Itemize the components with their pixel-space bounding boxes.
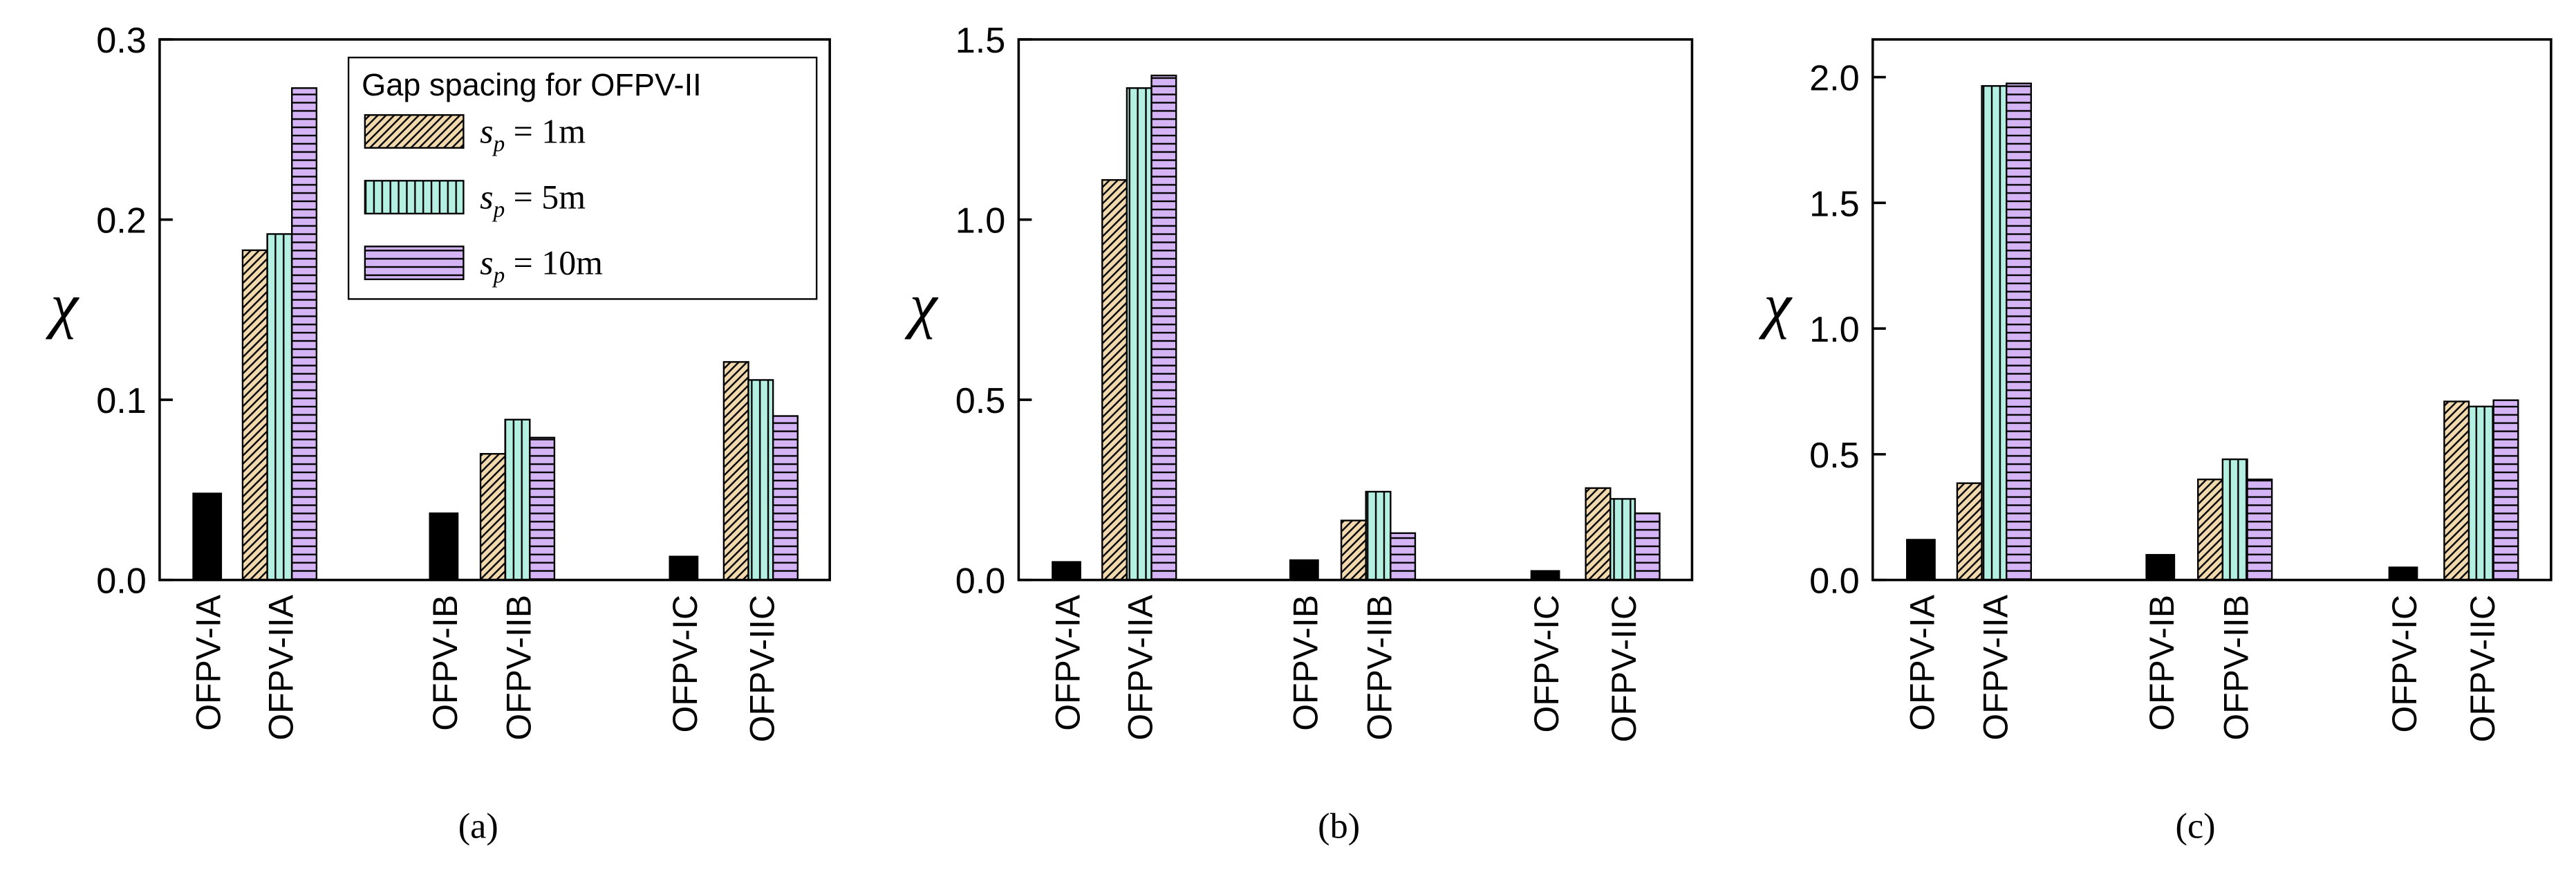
y-tick-label: 0.5 <box>1809 436 1860 476</box>
y-tick-label: 0.5 <box>955 381 1006 421</box>
x-tick-label: OFPV-IB <box>426 595 465 731</box>
legend-label: sp = 5m <box>480 178 586 223</box>
x-tick-label: OFPV-IIC <box>743 595 781 742</box>
bar <box>2006 82 2033 581</box>
bar <box>2467 405 2494 581</box>
x-tick-label: OFPV-IC <box>2385 595 2424 733</box>
bar <box>1609 498 1636 581</box>
bar <box>772 415 799 581</box>
bar <box>291 87 318 581</box>
bar <box>504 418 531 581</box>
bar <box>1956 482 1983 581</box>
caption: (c) <box>2176 806 2216 846</box>
x-tick-label: OFPV-IA <box>1903 594 1941 731</box>
legend-label: sp = 10m <box>480 244 603 288</box>
legend-title: Gap spacing for OFPV-II <box>362 67 702 102</box>
x-tick-label: OFPV-IIA <box>261 594 300 740</box>
caption: (b) <box>1318 806 1360 846</box>
x-tick-label: OFPV-IIB <box>499 595 538 741</box>
y-tick-label: 0.2 <box>96 201 147 241</box>
y-tick-label: 0.0 <box>955 562 1006 602</box>
bar <box>1585 487 1612 581</box>
bar <box>747 379 774 581</box>
bar <box>241 249 268 581</box>
y-axis-label: χ <box>1758 271 1793 340</box>
bar <box>192 492 223 581</box>
y-tick-label: 1.5 <box>1809 184 1860 224</box>
bar <box>1981 85 2008 581</box>
x-tick-label: OFPV-IA <box>189 594 228 731</box>
x-tick-label: OFPV-IIB <box>1361 595 1399 741</box>
legend-swatch <box>364 180 465 215</box>
bar <box>2246 479 2273 581</box>
bar <box>1101 179 1128 581</box>
bar <box>1126 87 1152 581</box>
bar <box>1289 559 1319 581</box>
y-tick-label: 0.1 <box>96 381 147 421</box>
x-tick-label: OFPV-IB <box>2143 595 2181 731</box>
plot-frame <box>1017 38 1694 582</box>
bar <box>1530 570 1560 581</box>
caption: (a) <box>458 806 498 846</box>
x-tick-label: OFPV-IIC <box>2463 595 2502 742</box>
x-tick-label: OFPV-IB <box>1286 595 1325 731</box>
x-tick-label: OFPV-IIB <box>2217 595 2256 741</box>
y-tick-label: 1.5 <box>955 21 1006 61</box>
bar <box>1052 561 1081 581</box>
bar <box>1340 519 1367 581</box>
bar <box>1390 532 1417 581</box>
bar <box>266 233 293 581</box>
plot-frame <box>1871 38 2552 582</box>
x-tick-label: OFPV-IIA <box>1976 594 2015 740</box>
x-tick-label: OFPV-IA <box>1049 594 1088 731</box>
x-tick-label: OFPV-IC <box>666 595 704 733</box>
bar <box>2492 399 2519 581</box>
bar <box>1906 539 1936 581</box>
plot-frame <box>158 38 831 582</box>
bar <box>669 555 699 581</box>
bar <box>1365 490 1392 581</box>
bar <box>529 436 556 581</box>
y-tick-label: 0.3 <box>96 21 147 61</box>
legend-swatch <box>364 246 465 281</box>
bar <box>2221 458 2248 581</box>
y-tick-label: 0.0 <box>96 562 147 602</box>
bar <box>2145 554 2176 581</box>
bar <box>2443 400 2470 581</box>
bar <box>2197 479 2224 581</box>
x-tick-label: OFPV-IIC <box>1605 595 1643 742</box>
legend-label: sp = 1m <box>480 113 586 157</box>
y-axis-label: χ <box>45 271 80 340</box>
bar <box>2388 566 2418 581</box>
x-tick-label: OFPV-IIA <box>1121 594 1160 740</box>
bar <box>1150 74 1177 581</box>
x-tick-label: OFPV-IC <box>1527 595 1566 733</box>
y-tick-label: 1.0 <box>955 201 1006 241</box>
bar <box>1634 512 1661 581</box>
y-tick-label: 1.0 <box>1809 310 1860 350</box>
bar <box>722 361 749 581</box>
y-axis-label: χ <box>904 271 939 340</box>
y-tick-label: 0.0 <box>1809 562 1860 602</box>
legend-swatch <box>364 114 465 149</box>
bar <box>429 512 459 581</box>
bar <box>479 453 506 581</box>
y-tick-label: 2.0 <box>1809 59 1860 99</box>
